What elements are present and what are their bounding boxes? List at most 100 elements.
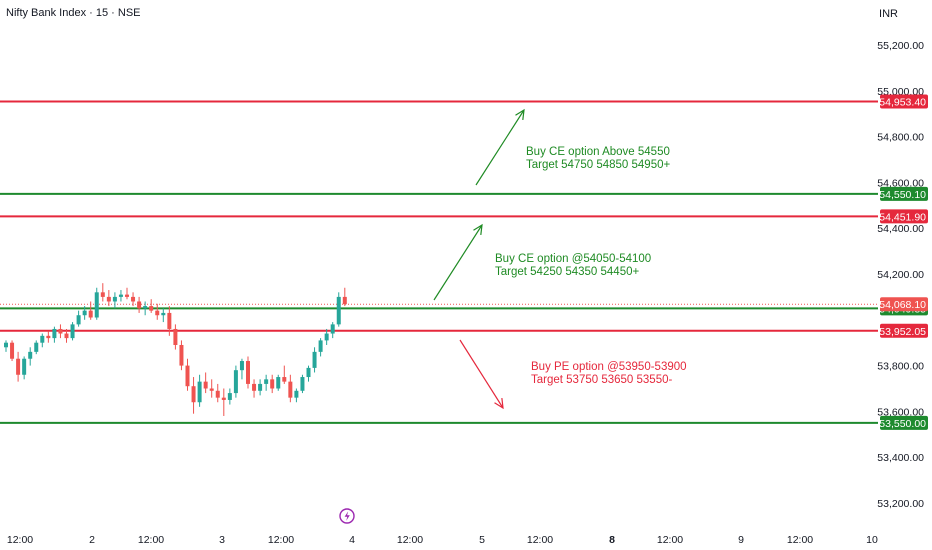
candle-body bbox=[143, 306, 148, 309]
candle bbox=[100, 283, 105, 302]
candle bbox=[143, 301, 148, 316]
candle-body bbox=[22, 358, 27, 375]
candle-body bbox=[70, 324, 75, 339]
price-tag: 54,451.90 bbox=[879, 209, 928, 224]
candle bbox=[312, 347, 317, 373]
candle-body bbox=[118, 294, 123, 297]
candle-body bbox=[106, 296, 111, 302]
candle-body bbox=[82, 310, 87, 316]
price-tag-bg bbox=[880, 415, 928, 430]
candle-body bbox=[239, 361, 244, 371]
x-tick-label: 12:00 bbox=[268, 534, 294, 546]
arrow-shaft bbox=[433, 224, 483, 301]
candle-body bbox=[4, 342, 8, 348]
arrows bbox=[433, 108, 525, 410]
candle-body bbox=[34, 342, 39, 352]
candle bbox=[106, 290, 111, 307]
candle bbox=[221, 388, 226, 416]
event-marker[interactable] bbox=[339, 508, 355, 524]
candle-body bbox=[10, 342, 15, 359]
candle bbox=[258, 379, 263, 396]
candle bbox=[16, 351, 21, 382]
candle bbox=[239, 358, 244, 380]
candle bbox=[179, 340, 184, 371]
x-tick-label: 4 bbox=[349, 534, 355, 546]
candle-body bbox=[16, 358, 21, 375]
candle-body bbox=[58, 328, 63, 334]
y-tick-label: 54,200.00 bbox=[877, 269, 924, 281]
candle bbox=[330, 322, 335, 339]
candle-body bbox=[252, 383, 257, 391]
y-tick-label: 54,800.00 bbox=[877, 132, 924, 144]
arrow-shaft bbox=[459, 339, 504, 409]
price-tag-label: 54,451.90 bbox=[879, 211, 926, 223]
candle bbox=[52, 326, 57, 343]
price-tag-bg bbox=[880, 209, 928, 224]
trend-arrow bbox=[459, 339, 504, 410]
candle bbox=[276, 374, 281, 391]
candle-body bbox=[215, 390, 220, 398]
candle-body bbox=[40, 335, 45, 343]
price-tags: 54,953.4054,550.1054,451.9054,049.8553,9… bbox=[879, 94, 928, 430]
lightning-glyph bbox=[344, 511, 350, 521]
candle bbox=[34, 340, 39, 355]
price-tag: 53,952.05 bbox=[879, 323, 928, 338]
candle-body bbox=[209, 388, 214, 391]
candle bbox=[64, 328, 69, 343]
x-tick-label: 12:00 bbox=[527, 534, 553, 546]
candle-body bbox=[131, 296, 136, 302]
arrow-shaft bbox=[475, 109, 525, 186]
candle bbox=[94, 287, 99, 320]
x-tick-label: 10 bbox=[866, 534, 878, 546]
y-tick-label: 53,400.00 bbox=[877, 452, 924, 464]
price-tag-label: 54,953.40 bbox=[879, 96, 926, 108]
x-tick-label: 12:00 bbox=[657, 534, 683, 546]
price-tag: 53,550.00 bbox=[879, 415, 928, 430]
time-axis[interactable]: 12:00 2 12:00 3 12:00 4 12:00 5 12:00 8 12:00 9 12:0… bbox=[7, 534, 878, 546]
candle-body bbox=[167, 312, 172, 329]
candle-body bbox=[137, 301, 142, 309]
horizontal-levels bbox=[0, 100, 878, 424]
candle bbox=[125, 287, 129, 300]
annotations: Buy CE option Above 54550 Target 54750 54… bbox=[495, 146, 687, 386]
candle-body bbox=[258, 383, 263, 391]
candle-body bbox=[64, 333, 69, 339]
candle-body bbox=[336, 296, 341, 325]
price-tag-bg bbox=[880, 94, 928, 109]
arrow-head bbox=[473, 223, 483, 236]
y-tick-label: 54,600.00 bbox=[877, 177, 924, 189]
candle bbox=[161, 308, 166, 323]
candle-body bbox=[46, 335, 51, 339]
annotation-line: Target 54750 54850 54950+ bbox=[526, 159, 670, 171]
candle-body bbox=[227, 393, 232, 400]
trend-arrow bbox=[433, 223, 483, 301]
candle-body bbox=[100, 292, 105, 297]
candle bbox=[149, 299, 154, 313]
candle-body bbox=[203, 381, 208, 389]
x-tick-label: 3 bbox=[219, 534, 225, 546]
candle bbox=[264, 374, 269, 391]
price-tag-label: 53,550.00 bbox=[879, 418, 926, 430]
candle bbox=[46, 331, 51, 343]
arrow-head bbox=[494, 397, 504, 410]
candle bbox=[88, 301, 93, 320]
candle bbox=[288, 374, 293, 403]
candle-body bbox=[112, 296, 117, 302]
candle-body bbox=[318, 340, 323, 352]
arrow-head bbox=[515, 108, 525, 121]
candle bbox=[215, 383, 220, 403]
candle bbox=[324, 328, 329, 345]
price-tag-label: 54,550.10 bbox=[879, 189, 926, 201]
annotation-line: Buy CE option @54050-54100 bbox=[495, 253, 651, 265]
x-tick-label: 12:00 bbox=[397, 534, 423, 546]
x-tick-label: 2 bbox=[89, 534, 95, 546]
candle-body bbox=[185, 365, 190, 387]
price-tag-bg bbox=[880, 186, 928, 201]
price-axis[interactable]: 55,200.0055,000.0054,800.0054,600.0054,4… bbox=[877, 40, 924, 510]
y-tick-label: 53,800.00 bbox=[877, 361, 924, 373]
price-tag-label: 53,952.05 bbox=[879, 326, 926, 338]
candle-body bbox=[294, 390, 299, 398]
price-tag: 54,953.40 bbox=[879, 94, 928, 109]
candle bbox=[306, 365, 311, 382]
